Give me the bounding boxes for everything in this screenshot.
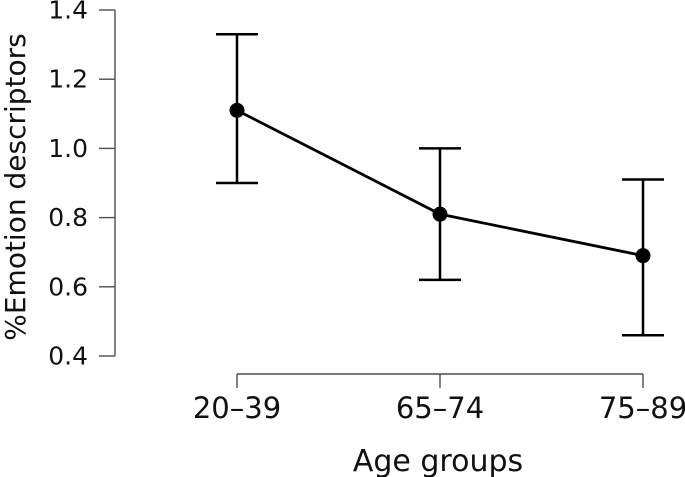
data-point-marker (635, 248, 651, 264)
data-point-marker (432, 206, 448, 222)
x-tick-label: 20–39 (193, 391, 281, 425)
x-tick-label: 65–74 (396, 391, 484, 425)
y-tick-label: 1.2 (48, 65, 88, 94)
y-tick-label: 0.4 (48, 342, 88, 371)
series-layer (216, 32, 664, 337)
y-tick-label: 0.8 (48, 203, 88, 232)
x-tick-label: 75–89 (599, 391, 685, 425)
y-axis-title: %Emotion descriptors (0, 33, 32, 341)
data-point-marker (229, 102, 245, 118)
y-tick-label: 1.0 (48, 134, 88, 163)
axes-layer: 0.4 0.6 0.8 1.0 1.2 1.4 20–39 65–74 75–89 (48, 0, 685, 425)
y-tick-label: 1.4 (48, 0, 88, 25)
y-tick-label: 0.6 (48, 272, 88, 301)
x-axis-title: Age groups (353, 444, 523, 477)
